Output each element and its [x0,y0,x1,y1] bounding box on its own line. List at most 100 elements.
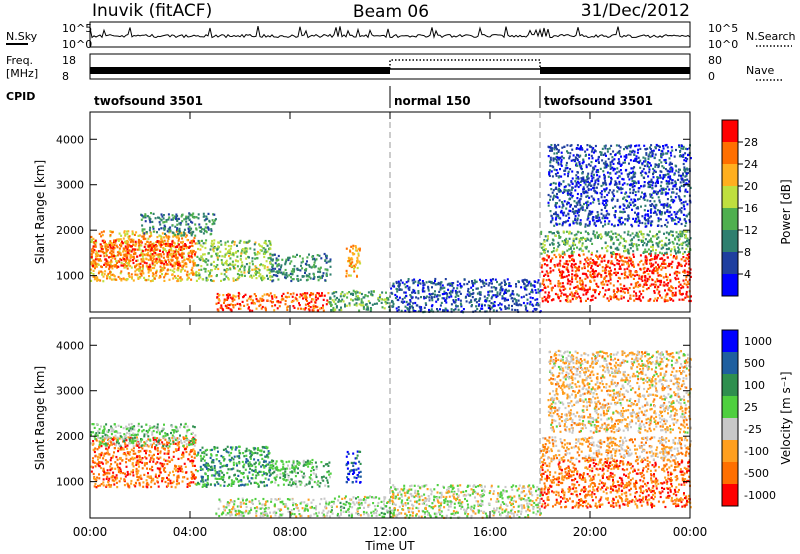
echo-cell [107,272,110,275]
echo-cell [101,234,104,237]
echo-cell [516,309,519,312]
echo-cell [549,270,552,273]
echo-cell [558,222,561,226]
echo-cell [236,278,239,281]
echo-cell [504,297,507,300]
echo-cell [101,250,104,254]
echo-cell [620,186,622,189]
echo-cell [574,266,577,269]
echo-cell [540,243,543,246]
echo-cell [343,294,346,297]
echo-cell [646,277,649,280]
echo-cell [468,301,471,304]
echo-cell [556,264,559,267]
echo-cell [143,232,146,235]
echo-cell [227,278,230,281]
echo-cell [584,272,587,276]
echo-cell [668,238,671,241]
echo-cell [367,300,370,303]
echo-cell [591,242,594,245]
echo-cell [170,247,173,250]
echo-cell [244,247,247,250]
echo-cell [95,265,98,268]
echo-cell [566,190,569,193]
echo-cell [590,188,593,191]
echo-cell [311,255,314,258]
echo-cell [113,278,116,281]
echo-cell [147,265,150,268]
echo-cell [679,283,682,286]
echo-cell [435,283,438,286]
echo-cell [156,236,159,239]
echo-cell [481,303,484,306]
echo-cell [686,215,688,218]
echo-cell [649,254,652,257]
echo-cell [546,296,549,299]
echo-cell [467,287,470,291]
echo-cell [618,260,621,263]
echo-cell [254,271,257,275]
echo-cell [205,231,208,234]
echo-cell [678,262,681,265]
echo-cell [649,298,652,301]
echo-cell [682,185,685,188]
echo-cell [584,246,587,249]
echo-cell [630,257,632,260]
echo-cell [649,284,652,287]
echo-cell [604,223,607,226]
echo-cell [105,254,108,257]
echo-cell [439,288,442,291]
echo-cell [647,299,650,302]
echo-cell [424,296,427,299]
echo-cell [617,298,620,301]
echo-cell [517,294,520,297]
echo-cell [264,306,267,309]
echo-cell [550,214,553,217]
echo-cell [594,190,597,193]
echo-cell [348,274,350,277]
echo-cell [554,292,557,296]
echo-cell [616,171,619,174]
echo-cell [355,246,357,249]
echo-cell [350,257,353,260]
echo-cell [126,267,129,270]
echo-cell [158,216,161,219]
echo-cell [306,260,308,263]
echo-cell [333,295,336,298]
echo-cell [665,244,668,247]
echo-cell [195,274,198,277]
echo-cell [608,147,611,150]
echo-cell [625,287,628,290]
echo-cell [174,261,177,264]
echo-cell [188,225,191,228]
echo-cell [132,279,135,282]
echo-cell [234,263,237,266]
echo-cell [203,259,206,262]
echo-cell [148,219,151,222]
echo-cell [588,210,591,213]
echo-cell [620,297,623,300]
echo-cell [173,215,176,218]
echo-cell [150,212,152,215]
echo-cell [137,263,140,266]
echo-cell [378,299,381,302]
echo-cell [454,295,457,299]
echo-cell [110,260,113,263]
echo-cell [678,289,681,292]
echo-cell [552,181,555,185]
echo-cell [662,262,665,265]
echo-cell [451,284,454,287]
echo-cell [155,241,158,244]
echo-cell [126,251,129,254]
echo-cell [151,272,154,275]
echo-cell [217,301,220,304]
echo-cell [292,270,295,273]
echo-cell [194,254,196,257]
echo-cell [562,288,565,291]
echo-cell [204,242,207,245]
echo-cell [571,254,574,257]
echo-cell [120,279,123,282]
echo-cell [560,158,563,161]
echo-cell [376,302,378,305]
echo-cell [670,166,673,169]
